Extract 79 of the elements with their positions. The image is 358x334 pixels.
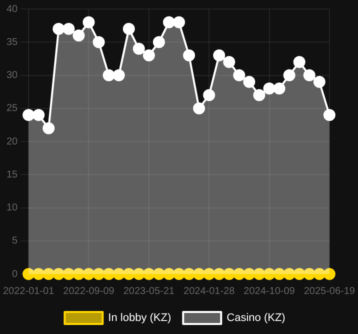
point	[162, 16, 175, 28]
point	[32, 109, 45, 121]
point	[173, 268, 185, 280]
y-tick-label: 0	[12, 268, 18, 280]
point	[183, 49, 196, 62]
point	[22, 268, 35, 280]
point	[303, 268, 316, 280]
point	[263, 268, 276, 280]
point	[183, 268, 196, 280]
point	[193, 102, 206, 114]
legend-label: In lobby (KZ)	[108, 312, 172, 324]
point	[313, 76, 326, 88]
point	[323, 109, 336, 121]
y-tick-label: 30	[6, 70, 18, 81]
legend-label: Casino (KZ)	[226, 312, 286, 324]
point	[132, 268, 145, 280]
y-tick-label: 20	[6, 136, 18, 148]
point	[92, 268, 105, 280]
y-tick-label: 35	[6, 36, 18, 48]
x-tick-label: 2023-05-21	[123, 286, 175, 297]
y-tick-label: 5	[12, 236, 18, 247]
x-tick-label: 2022-01-01	[3, 286, 55, 297]
point	[223, 268, 236, 280]
point	[152, 36, 165, 48]
x-tick-label: 2024-01-28	[184, 286, 236, 297]
point	[323, 268, 336, 280]
point	[62, 22, 75, 35]
point	[42, 268, 55, 280]
point	[152, 268, 165, 280]
point	[32, 268, 45, 280]
x-tick-label: 2022-09-09	[63, 286, 115, 297]
point	[253, 268, 266, 280]
point	[243, 268, 256, 280]
point	[82, 268, 95, 280]
point	[92, 36, 105, 48]
point	[233, 69, 246, 82]
point	[132, 42, 145, 55]
point	[112, 69, 125, 82]
point	[142, 49, 155, 62]
y-tick-label: 15	[6, 169, 18, 180]
point	[122, 268, 135, 280]
point	[273, 268, 286, 280]
point	[193, 268, 206, 280]
point	[273, 82, 286, 94]
point	[223, 56, 236, 68]
point	[52, 268, 65, 280]
y-tick-label: 10	[6, 202, 18, 214]
point	[42, 122, 55, 134]
point	[263, 82, 276, 94]
point	[243, 76, 256, 88]
point	[162, 268, 175, 280]
point	[293, 268, 306, 280]
y-tick-label: 25	[6, 103, 18, 114]
point	[122, 22, 135, 35]
point	[52, 22, 65, 35]
point	[303, 69, 316, 82]
point	[283, 268, 296, 280]
point	[233, 268, 246, 280]
x-tick-label: 2025-06-19	[304, 286, 356, 297]
point	[173, 16, 185, 28]
point	[313, 268, 326, 280]
point	[213, 268, 226, 280]
point	[82, 16, 95, 28]
point	[112, 268, 125, 280]
point	[22, 109, 35, 121]
point	[203, 89, 216, 102]
point	[253, 89, 266, 102]
x-tick-label: 2024-10-09	[244, 286, 296, 297]
point	[293, 56, 306, 68]
point	[102, 268, 115, 280]
point	[142, 268, 155, 280]
point	[72, 30, 85, 42]
point	[203, 268, 216, 280]
point	[283, 69, 296, 82]
y-tick-label: 40	[6, 4, 18, 15]
point	[213, 49, 226, 62]
point	[62, 268, 75, 280]
point	[72, 268, 85, 280]
point	[102, 69, 115, 82]
